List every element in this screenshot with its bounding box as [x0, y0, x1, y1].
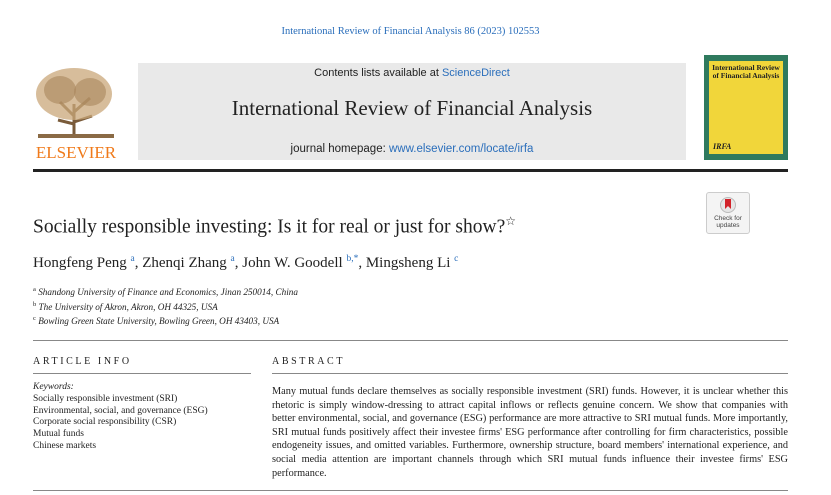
cover-page: International Review of Financial Analys…	[709, 61, 783, 154]
logo-foliage	[44, 76, 76, 104]
section-rule	[272, 373, 788, 374]
homepage-prefix: journal homepage:	[290, 143, 386, 155]
abstract-text: Many mutual funds declare themselves as …	[272, 386, 788, 479]
affiliations: a Shandong University of Finance and Eco…	[33, 284, 298, 328]
author-affiliation-mark: a	[230, 254, 235, 264]
title-mark: ☆	[505, 214, 517, 228]
cover-title: International Review of Financial Analys…	[712, 63, 780, 80]
section-rule	[33, 490, 788, 491]
article-info-heading: ARTICLE INFO	[33, 356, 132, 367]
elsevier-logo: ELSEVIER	[32, 66, 120, 162]
author-affiliation-mark: a	[130, 254, 135, 264]
affiliation-text: Bowling Green State University, Bowling …	[38, 316, 280, 327]
author-separator: ,	[358, 255, 363, 271]
citation[interactable]: International Review of Financial Analys…	[281, 26, 540, 37]
author-name: Hongfeng Peng	[33, 255, 127, 271]
journal-header: Contents lists available at ScienceDirec…	[138, 63, 686, 160]
homepage-line: journal homepage: www.elsevier.com/locat…	[138, 143, 686, 155]
logo-foliage	[74, 78, 106, 106]
affiliation-label: c	[33, 315, 36, 323]
check-updates-label: Check for updates	[714, 215, 742, 229]
author-affiliation-mark: c	[454, 254, 459, 264]
section-rule	[33, 373, 251, 374]
contents-line: Contents lists available at ScienceDirec…	[138, 67, 686, 79]
section-rule	[33, 340, 788, 341]
check-icon	[720, 197, 736, 213]
contents-prefix: Contents lists available at	[314, 67, 439, 79]
journal-title: International Review of Financial Analys…	[231, 96, 593, 120]
keyword: Chinese markets	[33, 440, 97, 451]
author-name: John W. Goodell	[242, 255, 343, 271]
check-updates-button[interactable]: Check for updates	[706, 192, 750, 234]
article-title: Socially responsible investing: Is it fo…	[33, 214, 516, 239]
abstract-heading: ABSTRACT	[272, 356, 346, 367]
affiliation: a Shandong University of Finance and Eco…	[33, 284, 298, 299]
title-text: Socially responsible investing: Is it fo…	[33, 216, 506, 238]
icon-bookmark	[725, 199, 731, 209]
affiliation: b The University of Akron, Akron, OH 443…	[33, 299, 298, 314]
keyword: Environmental, social, and governance (E…	[33, 405, 208, 416]
keywords: Keywords: Socially responsible investment…	[33, 382, 208, 453]
logo-ground	[38, 134, 114, 138]
author-separator: ,	[134, 255, 139, 271]
header-rule	[33, 169, 788, 172]
author-affiliation-mark: b,*	[346, 254, 359, 264]
affiliation-label: a	[33, 286, 36, 293]
keywords-label: Keywords:	[33, 382, 74, 392]
affiliation-text: Shandong University of Finance and Econo…	[38, 287, 298, 298]
publisher: ELSEVIER	[36, 143, 117, 162]
journal-cover[interactable]: International Review of Financial Analys…	[704, 55, 788, 160]
authors: Hongfeng Peng a, Zhenqi Zhang a, John W.…	[33, 254, 458, 272]
affiliation-label: b	[33, 300, 37, 308]
affiliation-text: The University of Akron, Akron, OH 44325…	[38, 301, 218, 312]
keyword: Socially responsible investment (SRI)	[33, 393, 178, 404]
author-separator: ,	[234, 255, 239, 271]
sciencedirect-link[interactable]: ScienceDirect	[441, 67, 510, 79]
author-name: Zhenqi Zhang	[142, 255, 227, 271]
author-name: Mingsheng Li	[365, 255, 451, 271]
keyword: Mutual funds	[33, 429, 84, 440]
cover-abbrev: IRFA	[713, 142, 732, 151]
keyword: Corporate social responsibility (CSR)	[33, 417, 177, 428]
affiliation: c Bowling Green State University, Bowlin…	[33, 313, 298, 328]
homepage-link[interactable]: www.elsevier.com/locate/irfa	[389, 143, 534, 155]
